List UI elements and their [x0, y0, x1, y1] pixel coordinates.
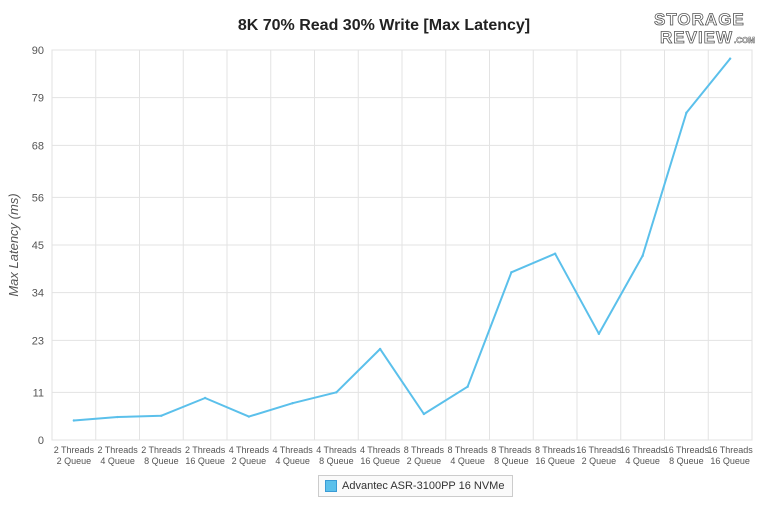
data-point	[72, 419, 76, 422]
chart-title: 8K 70% Read 30% Write [Max Latency]	[237, 17, 531, 34]
data-point	[378, 347, 382, 351]
data-point	[160, 414, 163, 417]
x-tick-label: 16 Threads 4 Queue	[620, 445, 666, 466]
x-tick-label: 8 Threads 4 Queue	[447, 445, 488, 466]
x-tick-label: 8 Threads 16 Queue	[535, 445, 576, 466]
legend-label: Advantec ASR-3100PP 16 NVMe	[342, 480, 505, 492]
data-point	[597, 332, 601, 336]
data-point	[422, 412, 426, 416]
y-tick-label: 23	[32, 335, 44, 347]
x-tick-label: 2 Threads 16 Queue	[185, 445, 226, 466]
x-tick-label: 4 Threads 2 Queue	[229, 445, 270, 466]
y-tick-label: 56	[32, 192, 44, 204]
data-point	[553, 252, 557, 255]
logo-suffix: .COM	[734, 36, 755, 45]
x-tick-label: 16 Threads 16 Queue	[707, 445, 753, 466]
logo-line2: REVIEW	[660, 28, 733, 47]
x-tick-label: 2 Threads 8 Queue	[141, 445, 182, 466]
data-point	[685, 111, 688, 115]
x-tick-label: 16 Threads 8 Queue	[664, 445, 710, 466]
storagereview-logo: STORAGE REVIEW .COM	[654, 10, 756, 48]
data-point	[203, 396, 207, 400]
data-point	[291, 401, 294, 405]
y-tick-label: 0	[38, 435, 44, 447]
x-tick-label: 8 Threads 2 Queue	[404, 445, 445, 466]
logo-line1: STORAGE	[654, 10, 745, 29]
y-tick-label: 68	[32, 140, 44, 152]
x-tick-label: 16 Threads 2 Queue	[576, 445, 622, 466]
x-tick-label: 2 Threads 4 Queue	[97, 445, 138, 466]
data-point	[247, 415, 251, 418]
x-tick-label: 4 Threads 8 Queue	[316, 445, 357, 466]
legend-swatch	[325, 480, 337, 492]
data-point	[510, 271, 513, 274]
x-tick-label: 2 Threads 2 Queue	[54, 445, 95, 466]
y-tick-label: 90	[32, 45, 44, 57]
y-tick-label: 79	[32, 93, 44, 105]
x-tick-label: 8 Threads 8 Queue	[491, 445, 532, 466]
legend: Advantec ASR-3100PP 16 NVMe	[318, 475, 514, 497]
x-tick-label: 4 Threads 4 Queue	[272, 445, 313, 466]
data-point	[335, 391, 338, 394]
series-line	[72, 57, 732, 422]
y-tick-label: 34	[32, 288, 44, 300]
data-point	[641, 254, 644, 258]
y-axis-label: Max Latency (ms)	[6, 193, 21, 296]
data-point	[728, 57, 732, 60]
data-point	[116, 415, 119, 419]
x-tick-label: 4 Threads 16 Queue	[360, 445, 401, 466]
y-tick-label: 45	[32, 240, 44, 252]
y-tick-label: 11	[33, 387, 44, 399]
data-point	[466, 385, 469, 388]
